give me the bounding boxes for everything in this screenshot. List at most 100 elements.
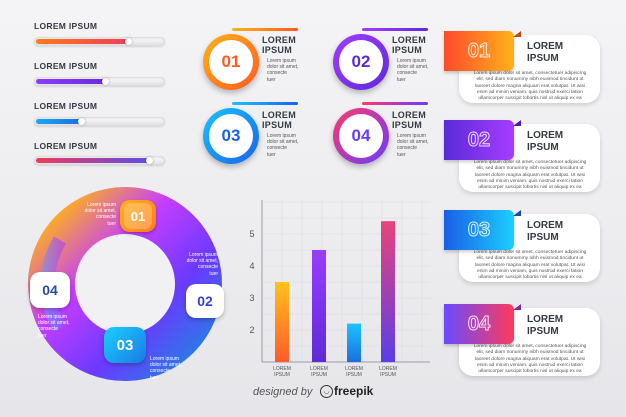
text-line: Lorem ipsum bbox=[397, 133, 426, 139]
text-line: IPSUM bbox=[527, 231, 559, 243]
text-line: laoreet dolore magna aliquam erat volutp… bbox=[474, 172, 586, 178]
x-tick-label: LOREM bbox=[379, 366, 397, 372]
progress-knob[interactable] bbox=[77, 118, 85, 125]
text-line: consecte bbox=[197, 264, 218, 271]
progress-knob[interactable] bbox=[101, 78, 109, 85]
text-line: tuer bbox=[267, 151, 276, 158]
text-line: ullamcorper suscipit lobortis nisl ut al… bbox=[478, 275, 582, 281]
text-line: Lorem ipsum dolor sit amet, consectetuer… bbox=[473, 160, 587, 165]
bar bbox=[381, 221, 395, 362]
text-line: LOREM bbox=[527, 220, 564, 231]
ring-tab-01: 01 bbox=[120, 200, 156, 232]
text-line: Lorem ipsum bbox=[38, 314, 67, 320]
badge-text: LOREM IPSUM Lorem ipsum dolor sit amet, co… bbox=[392, 35, 428, 83]
freepik-logo-icon: ◡ bbox=[320, 385, 333, 398]
progress-knob[interactable] bbox=[124, 38, 132, 45]
badge-title: LOREM bbox=[392, 35, 426, 45]
text-line: tuer bbox=[267, 76, 276, 83]
ring-body: Lorem ipsum dolor sit amet, consecte tuer bbox=[38, 314, 69, 339]
text-line: tuer bbox=[107, 220, 116, 227]
card-title: LOREM IPSUM bbox=[527, 41, 563, 64]
bar bbox=[347, 323, 361, 362]
card-fold bbox=[513, 31, 521, 37]
text-line: dolor sit amet, bbox=[267, 64, 299, 71]
progress-fill bbox=[36, 79, 106, 84]
text-line: dolor sit amet, bbox=[150, 362, 182, 369]
card-body: Lorem ipsum dolor sit amet, consectetuer… bbox=[464, 250, 596, 281]
footer-designed-by: designed by bbox=[253, 386, 313, 398]
progress-label: LOREM IPSUM bbox=[34, 101, 98, 111]
text-line: Lorem ipsum bbox=[189, 252, 218, 258]
text-line: Lorem ipsum bbox=[267, 58, 296, 64]
card-body: Lorem ipsum dolor sit amet, consectetuer… bbox=[464, 71, 596, 102]
y-tick-label: 3 bbox=[249, 293, 254, 303]
badge-04: 04 bbox=[333, 108, 389, 164]
badge-title: IPSUM bbox=[262, 120, 293, 130]
text-line: elit, sed diam nonummy nibh euismod tinc… bbox=[476, 350, 584, 356]
card-tab: 03 bbox=[444, 210, 514, 250]
text-line: enim ad minim veniam, quis nostrud exerc… bbox=[476, 268, 583, 274]
badge-01: 01 bbox=[203, 34, 259, 90]
y-tick-label: 2 bbox=[249, 325, 254, 335]
text-line: ullamcorper suscipit lobortis nisl ut al… bbox=[478, 369, 582, 375]
text-line: Lorem ipsum bbox=[397, 58, 426, 64]
progress-track[interactable] bbox=[34, 37, 165, 46]
card-fold bbox=[513, 210, 521, 216]
text-line: enim ad minim veniam, quis nostrud exerc… bbox=[476, 362, 583, 368]
badge-number: 01 bbox=[221, 52, 241, 71]
badge-title: IPSUM bbox=[392, 45, 423, 55]
text-line: consecte bbox=[267, 70, 288, 77]
text-line: dolor sit amet, bbox=[267, 139, 299, 146]
ring-number: 04 bbox=[30, 272, 70, 308]
ring-number: 03 bbox=[104, 327, 146, 363]
progress-knob[interactable] bbox=[146, 157, 154, 164]
badge-03: 03 bbox=[203, 108, 259, 164]
ring-body: Lorem ipsum dolor sit amet, consecte tuer bbox=[70, 202, 116, 227]
y-tick-label: 4 bbox=[249, 261, 254, 271]
text-line: LOREM bbox=[527, 314, 564, 325]
text-line: IPSUM bbox=[527, 141, 559, 153]
text-line: dolor sit amet, bbox=[397, 64, 429, 71]
card-tab: 04 bbox=[444, 304, 514, 344]
text-line: laoreet dolore magna aliquam erat volutp… bbox=[474, 262, 586, 268]
badge-body: Lorem ipsum dolor sit amet, consecte tuer bbox=[397, 133, 428, 158]
bar bbox=[312, 250, 326, 362]
card-title: LOREM IPSUM bbox=[527, 314, 563, 337]
card-tab: 01 bbox=[444, 31, 514, 71]
text-line: consecte bbox=[38, 326, 59, 333]
progress-track[interactable] bbox=[34, 156, 165, 165]
text-line: dolor sit amet, bbox=[186, 258, 218, 265]
text-line: ullamcorper suscipit lobortis nisl ut al… bbox=[478, 185, 582, 191]
badge-text: LOREM IPSUM Lorem ipsum dolor sit amet, co… bbox=[262, 35, 298, 83]
badge-stripe bbox=[362, 28, 428, 31]
card-title: LOREM IPSUM bbox=[527, 130, 563, 153]
ring-number: 01 bbox=[124, 203, 152, 229]
text-line: laoreet dolore magna aliquam erat volutp… bbox=[474, 83, 586, 89]
text-line: Lorem ipsum dolor sit amet, consectetuer… bbox=[473, 250, 587, 255]
card-title: LOREM IPSUM bbox=[527, 220, 563, 243]
bar-chart: 2345LOREMIPSUMLOREMIPSUMLOREMIPSUMLOREMI… bbox=[249, 200, 430, 378]
footer-brand[interactable]: freepik bbox=[334, 384, 374, 398]
text-line: tuer bbox=[397, 76, 406, 83]
text-line: tuer bbox=[397, 151, 406, 158]
badge-title: LOREM bbox=[262, 35, 296, 45]
ring-hole bbox=[75, 234, 175, 334]
badge-stripe bbox=[232, 28, 298, 31]
text-line: Lorem ipsum bbox=[150, 356, 179, 362]
text-line: elit, sed diam nonummy nibh euismod tinc… bbox=[476, 256, 584, 262]
x-tick-label: LOREM bbox=[273, 366, 291, 372]
badge-title: LOREM bbox=[392, 110, 426, 120]
badge-title: IPSUM bbox=[392, 120, 423, 130]
badge-body: Lorem ipsum dolor sit amet, consecte tuer bbox=[397, 58, 428, 83]
text-line: Lorem ipsum bbox=[87, 202, 116, 208]
progress-track[interactable] bbox=[34, 77, 165, 86]
x-tick-label: LOREM bbox=[310, 366, 328, 372]
text-line: enim ad minim veniam, quis nostrud exerc… bbox=[476, 89, 583, 95]
text-line: LOREM bbox=[527, 41, 564, 52]
progress-track[interactable] bbox=[34, 117, 165, 126]
x-tick-label: IPSUM bbox=[311, 372, 327, 378]
text-line: consecte bbox=[267, 145, 288, 152]
text-line: enim ad minim veniam, quis nostrud exerc… bbox=[476, 178, 583, 184]
text-line: elit, sed diam nonummy nibh euismod tinc… bbox=[476, 77, 584, 83]
